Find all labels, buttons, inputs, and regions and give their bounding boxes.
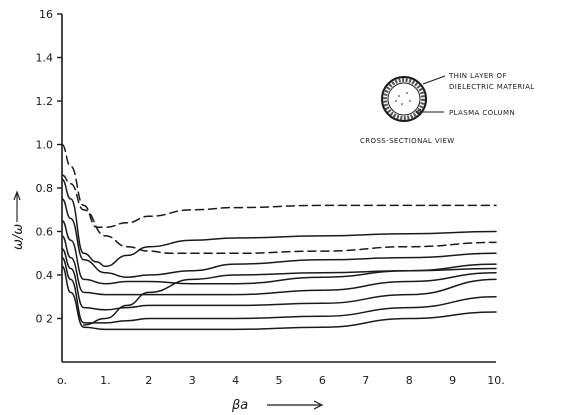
solid-curve-7 bbox=[61, 248, 497, 311]
x-tick-label: 7 bbox=[362, 374, 369, 387]
solid-curve-5 bbox=[61, 219, 497, 285]
x-tick-label: 8 bbox=[406, 374, 413, 387]
plasma-dot bbox=[398, 95, 400, 97]
dielectric-layer-ring bbox=[381, 76, 427, 122]
curves bbox=[61, 143, 497, 331]
x-tick-label: 3 bbox=[189, 374, 196, 387]
x-tick-label: 5 bbox=[276, 374, 283, 387]
plasma-dot bbox=[401, 103, 403, 105]
inset-label-plasma-column: PLASMA COLUMN bbox=[449, 109, 515, 117]
solid-curve-4 bbox=[61, 198, 497, 278]
solid-curve-3 bbox=[61, 178, 497, 268]
inset-label-dielectric-material: DIELECTRIC MATERIAL bbox=[449, 83, 535, 91]
x-tick-label: o. bbox=[57, 374, 67, 387]
x-tick-label: 10. bbox=[487, 374, 505, 387]
x-axis-arrow-head bbox=[313, 400, 324, 410]
x-tick-label: 2 bbox=[145, 374, 152, 387]
y-tick-label: 0.6 bbox=[36, 226, 54, 239]
y-tick-label: 0.4 bbox=[36, 269, 54, 282]
x-tick-label: 4 bbox=[232, 374, 239, 387]
y-tick-label: 16 bbox=[39, 8, 53, 21]
axis-labels: βa ω/ω bbox=[11, 190, 324, 413]
y-tick-label: 1.2 bbox=[36, 95, 54, 108]
solid-curve-9 bbox=[61, 265, 497, 331]
inset-label-cross-sectional-view: CROSS-SECTIONAL VIEW bbox=[360, 137, 455, 145]
inset-label-thin-layer: THIN LAYER OF bbox=[448, 72, 507, 80]
x-tick-label: 1. bbox=[100, 374, 111, 387]
y-axis-label: ω/ω bbox=[11, 224, 26, 250]
x-tick-label: 6 bbox=[319, 374, 326, 387]
dielectric-layer-hatch bbox=[383, 78, 425, 120]
solid-curve-6 bbox=[61, 235, 497, 296]
dashed-curve-1 bbox=[61, 143, 497, 228]
plasma-leader-arrowhead bbox=[415, 108, 422, 116]
x-axis-label: βa bbox=[231, 398, 248, 413]
x-tick-label: 9 bbox=[449, 374, 456, 387]
y-tick-label: 1.4 bbox=[36, 52, 54, 65]
solid-curve-8 bbox=[61, 256, 497, 324]
plasma-dot bbox=[409, 100, 411, 102]
solid-curve-10 bbox=[82, 267, 497, 326]
y-tick-label: 1.0 bbox=[36, 139, 54, 152]
y-tick-label: 0 2 bbox=[36, 313, 54, 326]
plasma-column-circle bbox=[387, 82, 421, 116]
dielectric-leader-line bbox=[422, 75, 446, 85]
plasma-dot bbox=[406, 92, 408, 94]
cross-section-inset: THIN LAYER OF DIELECTRIC MATERIAL PLASMA… bbox=[360, 72, 535, 145]
axes bbox=[61, 14, 496, 363]
y-tick-label: 0.8 bbox=[36, 182, 54, 195]
plasma-dot bbox=[395, 100, 397, 102]
y-axis-arrow-head bbox=[13, 190, 21, 201]
dashed-curve-2 bbox=[61, 174, 497, 255]
